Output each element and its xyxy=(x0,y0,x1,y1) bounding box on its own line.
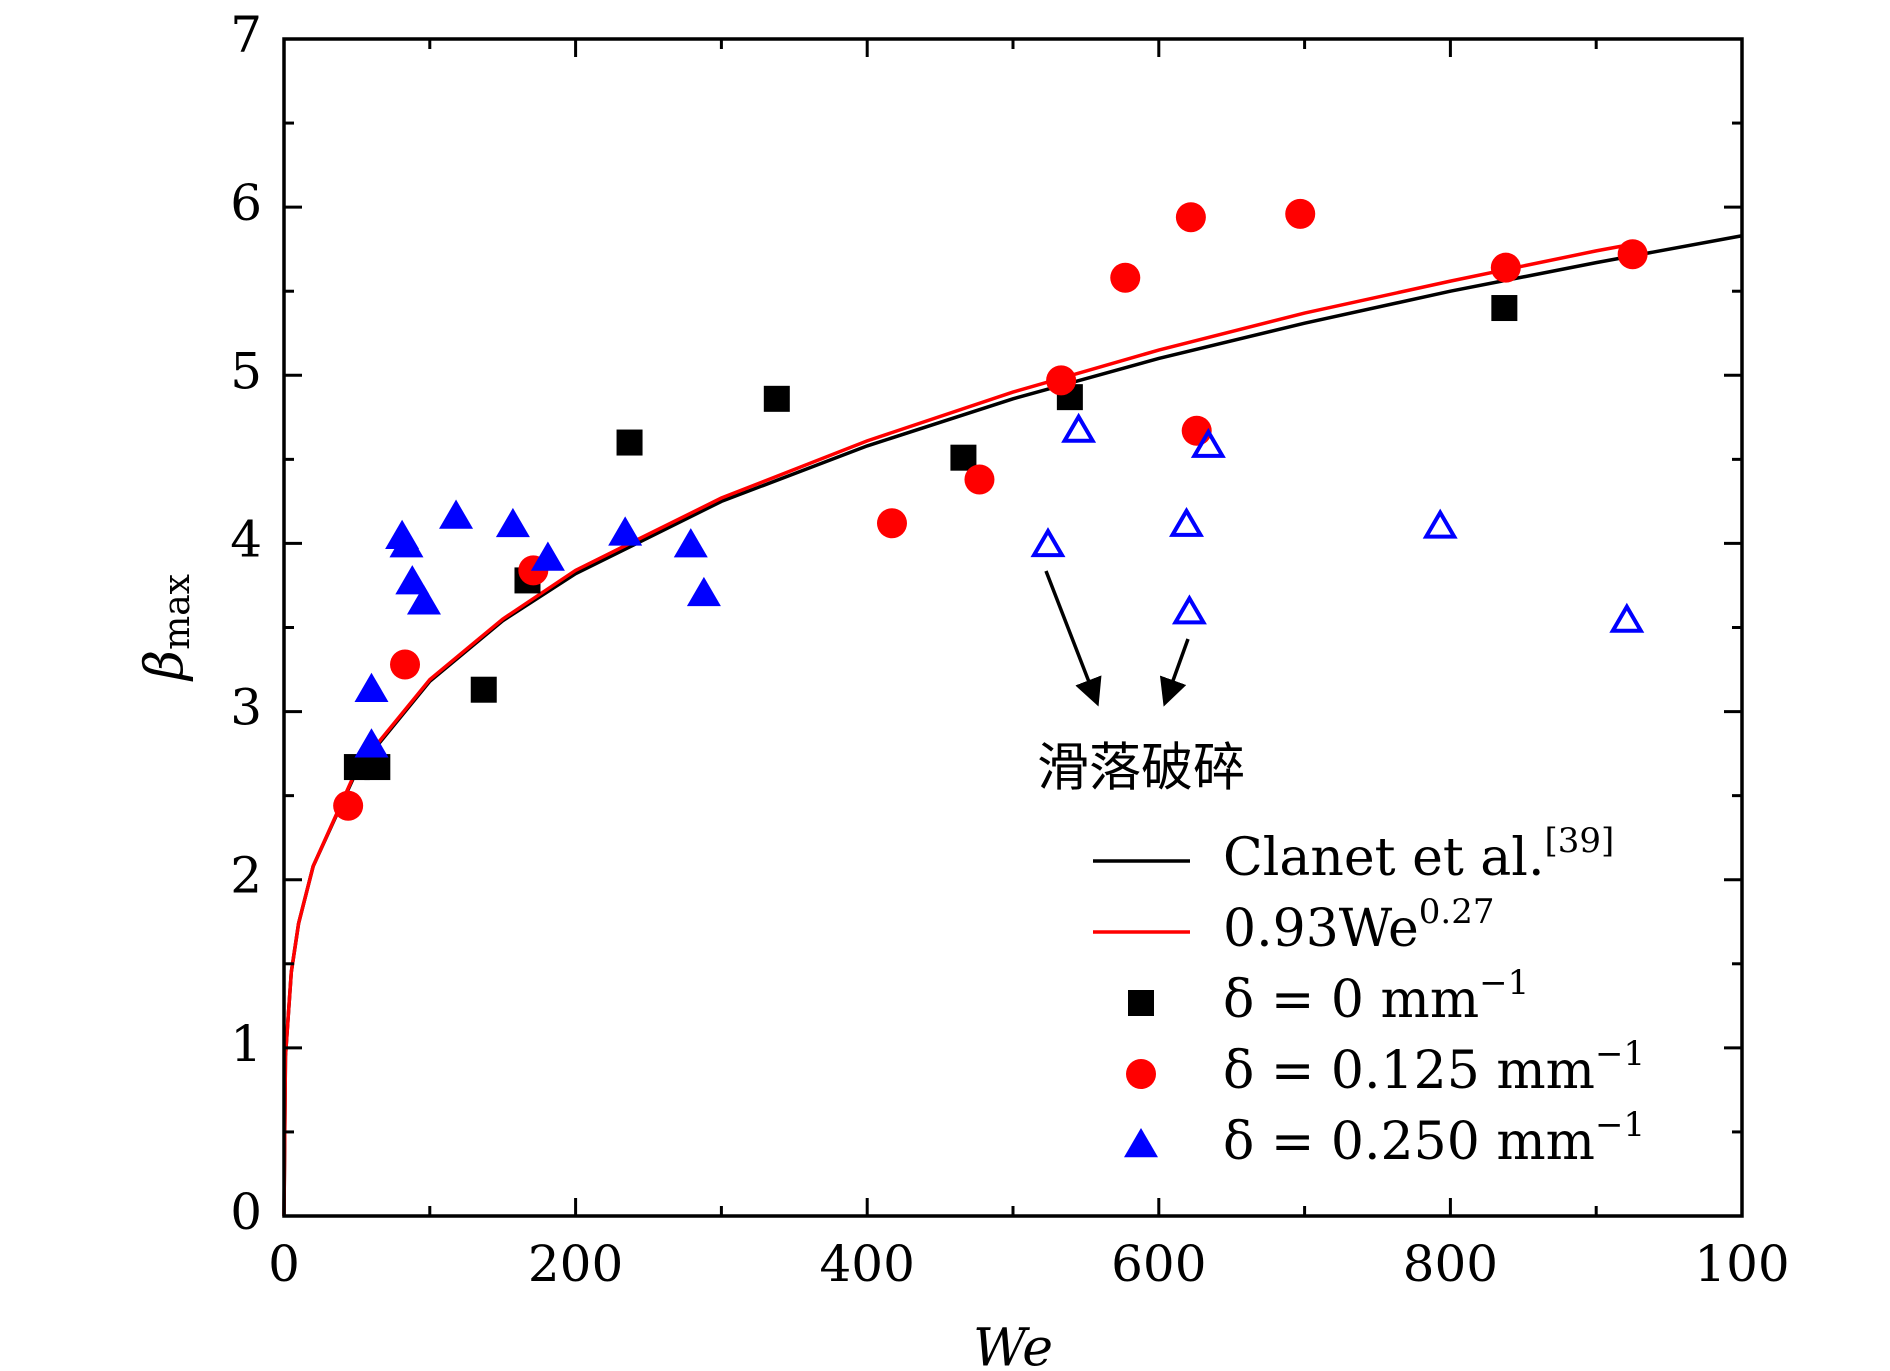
x-tick-label: 100 xyxy=(1694,1235,1789,1293)
circle-marker xyxy=(1490,252,1521,283)
triangle-marker xyxy=(354,672,389,702)
legend-name: δ = 0.250 mm xyxy=(1223,1112,1595,1172)
x-tick-label: 200 xyxy=(528,1235,623,1293)
plot-area xyxy=(282,198,1743,1217)
triangle-marker xyxy=(686,576,721,607)
annotation: 滑落破碎 xyxy=(1037,739,1245,799)
triangle-marker xyxy=(530,541,565,571)
triangle-marker xyxy=(673,528,708,558)
open-triangle-marker xyxy=(1190,427,1226,458)
legend-superscript: 0.27 xyxy=(1419,892,1495,932)
y-tick-label: 7 xyxy=(230,6,262,64)
circle-marker xyxy=(1285,198,1316,229)
circle-marker xyxy=(1617,239,1648,270)
open-triangle-marker xyxy=(1061,412,1097,443)
square-marker xyxy=(616,429,643,456)
triangle-marker xyxy=(389,528,424,558)
circle-marker xyxy=(390,649,421,680)
legend-marker xyxy=(1124,1128,1158,1158)
circle-marker xyxy=(1175,202,1206,233)
square-marker xyxy=(950,444,977,471)
open-triangle-marker xyxy=(1169,506,1204,537)
x-axis-label: We xyxy=(973,1319,1053,1371)
x-tick-label: 0 xyxy=(268,1235,300,1293)
legend-name: 0.93We xyxy=(1223,899,1419,959)
y-axis-label-main: β xyxy=(135,650,195,682)
y-tick-label: 3 xyxy=(230,679,262,737)
legend-superscript: −1 xyxy=(1595,1034,1645,1074)
legend-label: δ = 0 mm−1 xyxy=(1223,963,1529,1030)
open-triangle-marker xyxy=(1422,508,1458,539)
square-marker xyxy=(470,676,497,703)
arrow xyxy=(1159,638,1190,707)
plot-frame xyxy=(282,37,1744,1218)
y-axis-label: βmax xyxy=(135,574,199,682)
y-axis-label-sub: max xyxy=(157,574,198,650)
legend-superscript: −1 xyxy=(1595,1105,1645,1145)
arrow xyxy=(1044,570,1102,707)
open-triangle-marker xyxy=(1609,602,1645,633)
open-triangle-marker xyxy=(1171,594,1207,625)
triangle-marker xyxy=(395,565,430,595)
x-tick-label: 800 xyxy=(1403,1235,1498,1293)
triangle-marker xyxy=(354,728,389,758)
square-marker xyxy=(763,385,790,412)
fit-line xyxy=(282,242,1633,1217)
legend-label: 0.93We0.27 xyxy=(1223,892,1494,959)
triangle-marker xyxy=(406,585,441,615)
legend-name: δ = 0 mm xyxy=(1223,970,1479,1030)
x-tick-label: 600 xyxy=(1111,1235,1206,1293)
y-tick-label: 5 xyxy=(230,342,262,400)
open-triangle-marker xyxy=(1030,527,1066,558)
square-marker xyxy=(364,754,391,781)
triangle-marker xyxy=(608,516,643,546)
legend-label: Clanet et al.[39] xyxy=(1223,821,1614,888)
x-tick-label: 400 xyxy=(819,1235,914,1293)
circle-marker xyxy=(964,464,995,495)
triangle-marker xyxy=(439,499,474,529)
circle-marker xyxy=(1110,262,1141,293)
triangle-marker xyxy=(495,507,530,538)
y-tick-label: 2 xyxy=(230,847,262,905)
legend-marker xyxy=(1128,990,1154,1016)
legend-superscript: −1 xyxy=(1479,963,1529,1003)
y-tick-label: 1 xyxy=(230,1015,262,1073)
y-tick-label: 0 xyxy=(230,1183,262,1241)
square-marker xyxy=(1491,295,1518,322)
circle-marker xyxy=(1046,365,1077,396)
legend-marker xyxy=(1126,1059,1156,1089)
y-tick-label: 6 xyxy=(230,174,262,232)
legend-name: δ = 0.125 mm xyxy=(1223,1041,1595,1101)
y-tick-label: 4 xyxy=(230,510,262,568)
circle-marker xyxy=(876,508,907,539)
circle-marker xyxy=(333,790,364,821)
legend-superscript: [39] xyxy=(1544,821,1614,861)
legend-label: δ = 0.250 mm−1 xyxy=(1223,1105,1645,1172)
legend-label: δ = 0.125 mm−1 xyxy=(1223,1034,1645,1101)
legend-name: Clanet et al. xyxy=(1223,828,1544,888)
